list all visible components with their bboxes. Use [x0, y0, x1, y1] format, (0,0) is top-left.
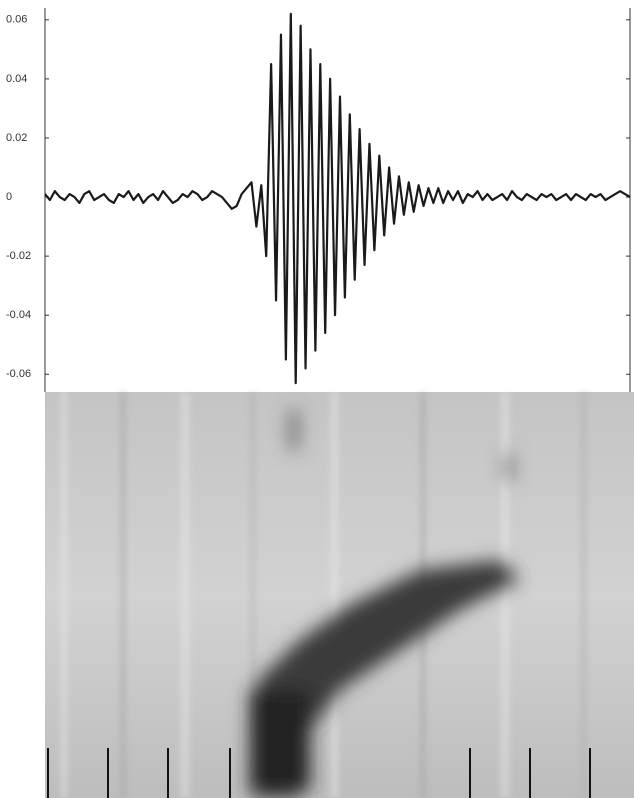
- y-tick-label: 0.06: [6, 14, 27, 26]
- y-tick-label: -0.06: [6, 368, 31, 380]
- y-tick-label: -0.02: [6, 250, 31, 262]
- y-tick-label: 0: [6, 191, 12, 203]
- waveform: [44, 12, 631, 385]
- y-tick-label: 0.04: [6, 73, 27, 85]
- y-tick-label: -0.04: [6, 309, 31, 321]
- spectrogram: [45, 392, 634, 798]
- y-tick-label: 0.02: [6, 132, 27, 144]
